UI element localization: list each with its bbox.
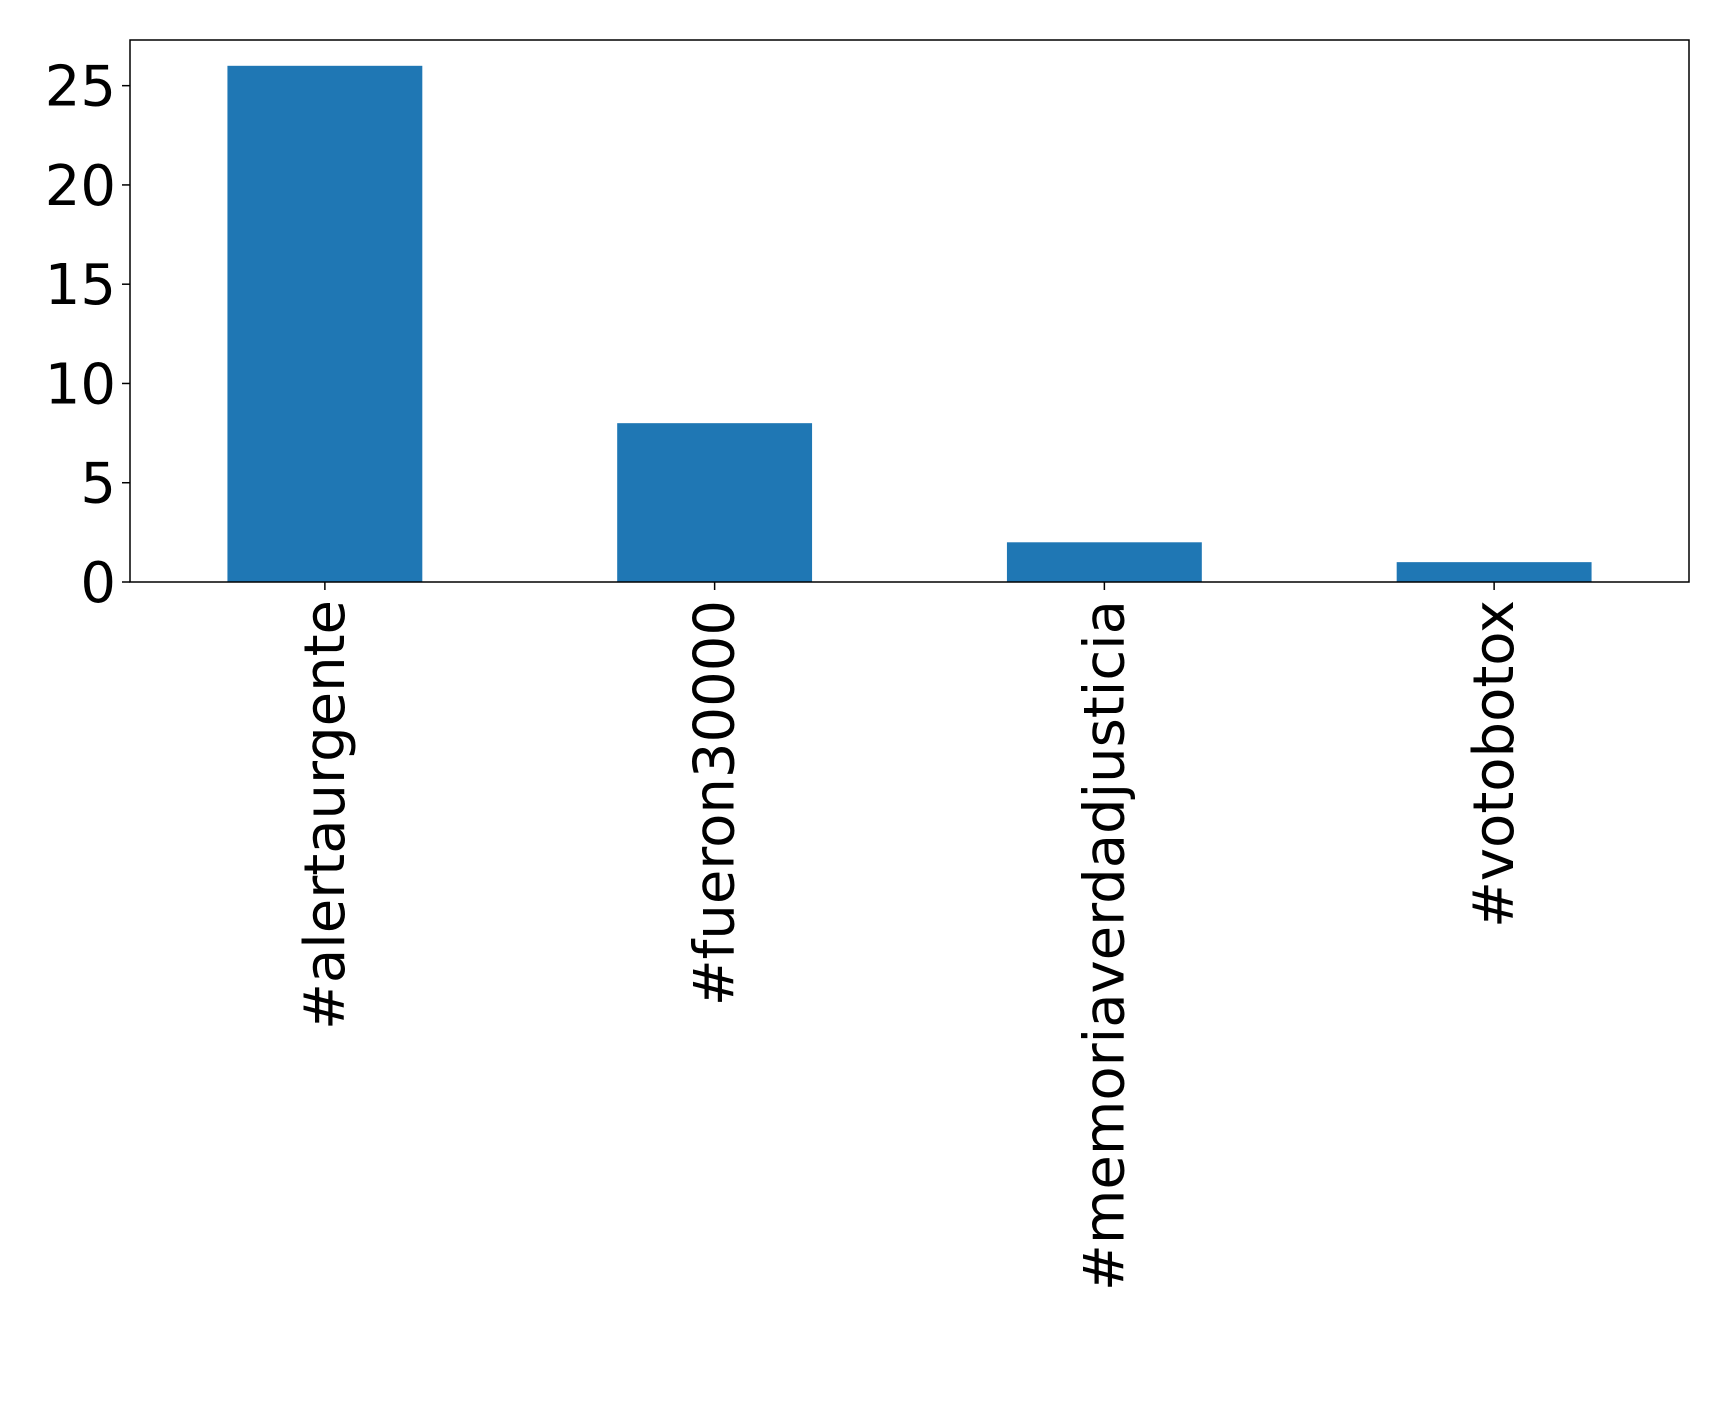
x-axis: #alertaurgente #fueron30000 #memoriaverdad… — [293, 582, 1527, 1291]
y-tick-label-1: 5 — [80, 452, 116, 517]
bar-0 — [227, 65, 423, 583]
bar-3 — [1396, 562, 1592, 582]
y-tick-label-0: 0 — [80, 551, 116, 616]
y-tick-label-3: 15 — [45, 253, 116, 318]
y-axis: 0 5 10 15 20 25 — [45, 55, 130, 616]
x-tick-label-0: #alertaurgente — [293, 600, 358, 1030]
bar-2 — [1006, 542, 1202, 582]
y-tick-label-5: 25 — [45, 55, 116, 120]
x-tick-label-1: #fueron30000 — [683, 600, 748, 1006]
y-tick-label-4: 20 — [45, 154, 116, 219]
x-tick-label-2: #memoriaverdadjusticia — [1072, 600, 1137, 1291]
bar-1 — [617, 423, 813, 582]
x-tick-label-3: #votobotox — [1462, 600, 1527, 928]
y-tick-label-2: 10 — [45, 352, 116, 417]
plot-area-frame — [129, 39, 1690, 583]
bars-layer — [227, 65, 1592, 583]
